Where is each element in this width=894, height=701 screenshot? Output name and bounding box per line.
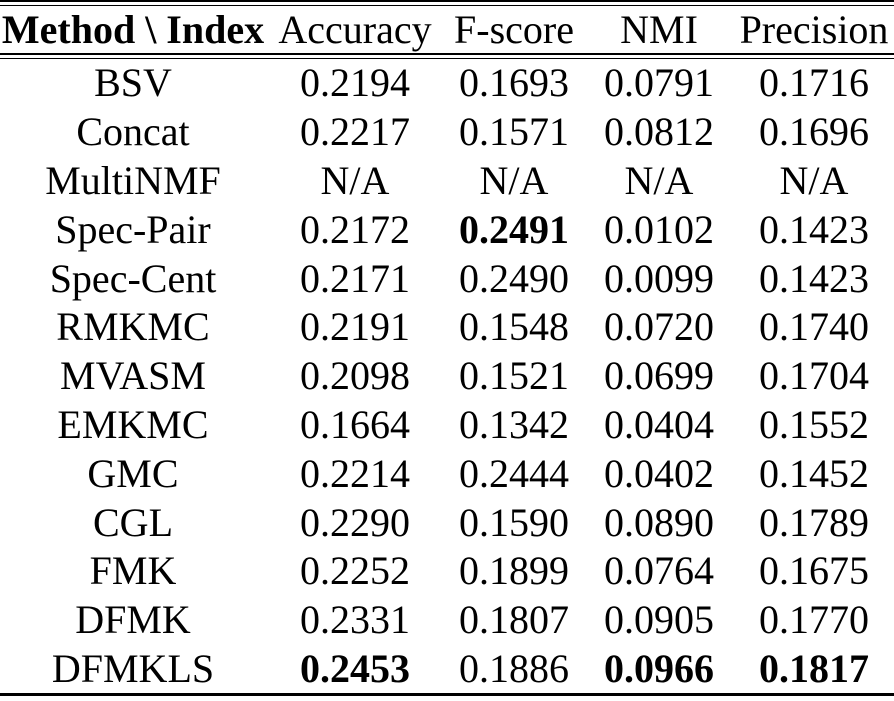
table-row-fmk: FMK 0.2252 0.1899 0.0764 0.1675 [0,547,894,596]
table-row-dfmk: DFMK 0.2331 0.1807 0.0905 0.1770 [0,596,894,645]
value-cell: 0.1899 [459,548,569,594]
table-row-multinmf: MultiNMF N/A N/A N/A N/A [0,157,894,206]
value-cell: 0.2331 [300,597,410,643]
value-cell: 0.1675 [759,548,869,594]
value-cell: 0.2444 [459,450,569,496]
value-cell: 0.0764 [604,548,714,594]
method-cell: MultiNMF [45,157,221,203]
value-cell: 0.1789 [759,499,869,545]
method-cell: EMKMC [57,401,209,447]
value-cell: 0.2217 [300,109,410,155]
value-cell: 0.1590 [459,499,569,545]
table-row-concat: Concat 0.2217 0.1571 0.0812 0.1696 [0,108,894,157]
value-cell: 0.2191 [300,304,410,350]
value-cell: 0.1552 [759,401,869,447]
bottom-rule [0,693,894,696]
value-cell: 0.1548 [459,304,569,350]
table-row-spec-cent: Spec-Cent 0.2171 0.2490 0.0099 0.1423 [0,254,894,303]
value-cell: 0.2290 [300,499,410,545]
value-cell: 0.0402 [604,450,714,496]
top-rule [0,0,894,6]
value-cell: 0.2098 [300,353,410,399]
value-cell: 0.2172 [300,206,410,252]
value-cell: N/A [479,157,549,203]
value-cell: 0.1342 [459,401,569,447]
value-cell: 0.2171 [300,255,410,301]
value-cell: 0.2490 [459,255,569,301]
header-row: Method \ Index Accuracy F-score NMI Prec… [0,6,894,53]
method-cell: CGL [93,499,173,545]
value-cell: 0.2214 [300,450,410,496]
table-row-dfmkls: DFMKLS 0.2453 0.1886 0.0966 0.1817 [0,645,894,694]
value-cell: 0.0099 [604,255,714,301]
value-cell: N/A [624,157,694,203]
method-cell: FMK [89,548,177,594]
table-row-mvasm: MVASM 0.2098 0.1521 0.0699 0.1704 [0,352,894,401]
value-cell: 0.1571 [459,109,569,155]
method-cell: Spec-Cent [49,255,217,301]
method-cell: RMKMC [56,304,210,350]
value-cell: 0.1740 [759,304,869,350]
value-cell: 0.1452 [759,450,869,496]
value-cell: 0.0812 [604,109,714,155]
value-cell: 0.0699 [604,353,714,399]
table-row-emkmc: EMKMC 0.1664 0.1342 0.0404 0.1552 [0,401,894,450]
value-cell: 0.1704 [759,353,869,399]
method-cell: Spec-Pair [55,206,211,252]
value-cell: 0.0404 [604,401,714,447]
table-row-gmc: GMC 0.2214 0.2444 0.0402 0.1452 [0,449,894,498]
col-header-method-index: Method \ Index [1,6,265,52]
value-cell: 0.1664 [300,401,410,447]
value-cell: 0.2194 [300,60,410,106]
method-cell: DFMK [75,597,191,643]
value-cell: 0.0102 [604,206,714,252]
value-cell: N/A [779,157,849,203]
value-cell: 0.0905 [604,597,714,643]
value-cell: 0.1423 [759,255,869,301]
value-cell: 0.1423 [759,206,869,252]
table-row-spec-pair: Spec-Pair 0.2172 0.2491 0.0102 0.1423 [0,205,894,254]
col-header-precision: Precision [739,6,889,52]
method-cell: GMC [87,450,179,496]
method-cell: BSV [94,60,172,106]
value-cell: 0.0720 [604,304,714,350]
value-cell: 0.1693 [459,60,569,106]
value-cell: 0.0890 [604,499,714,545]
value-cell: 0.0791 [604,60,714,106]
table-row-cgl: CGL 0.2290 0.1590 0.0890 0.1789 [0,498,894,547]
value-cell: 0.1521 [459,353,569,399]
value-cell: 0.1696 [759,109,869,155]
value-cell: N/A [320,157,390,203]
value-cell: 0.1817 [759,645,869,691]
method-cell: DFMKLS [51,645,215,691]
method-cell: MVASM [60,353,206,399]
header-rule [0,53,894,59]
value-cell: 0.1716 [759,60,869,106]
value-cell: 0.2453 [300,645,410,691]
col-header-nmi: NMI [620,6,698,52]
value-cell: 0.1770 [759,597,869,643]
table-row-bsv: BSV 0.2194 0.1693 0.0791 0.1716 [0,59,894,108]
col-header-accuracy: Accuracy [278,6,432,52]
value-cell: 0.2252 [300,548,410,594]
value-cell: 0.0966 [604,645,714,691]
col-header-fscore: F-score [454,6,574,52]
table-row-rmkmc: RMKMC 0.2191 0.1548 0.0720 0.1740 [0,303,894,352]
method-cell: Concat [76,109,190,155]
value-cell: 0.1886 [459,645,569,691]
value-cell: 0.2491 [459,206,569,252]
value-cell: 0.1807 [459,597,569,643]
